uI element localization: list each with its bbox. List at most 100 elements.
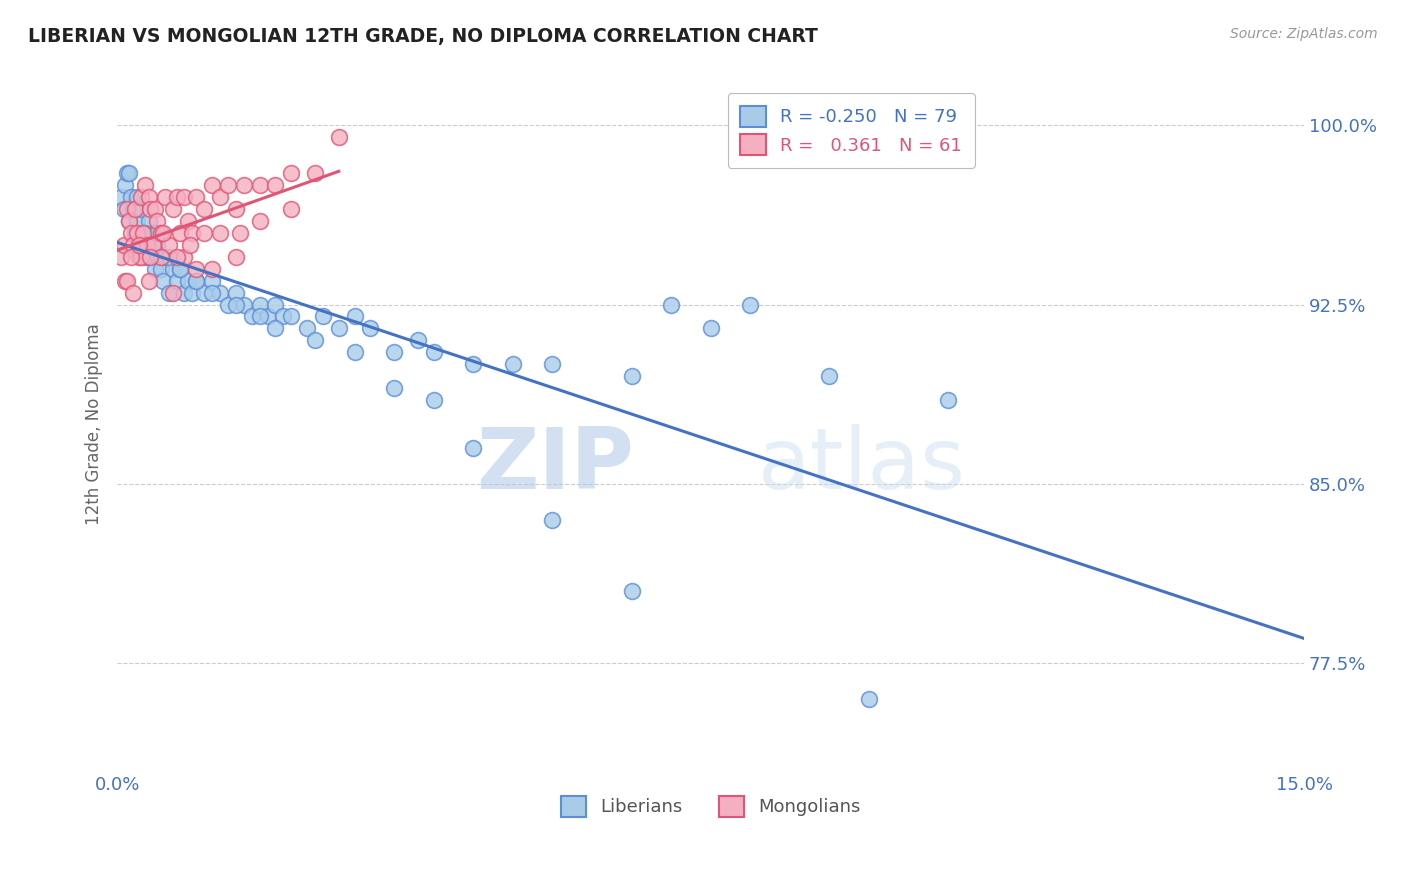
Point [201,261,224,276]
Point [422,393,444,408]
Point [201,285,224,300]
Point [129,250,152,264]
Point [541,513,564,527]
Point [177,214,200,228]
Point [145,237,167,252]
Point [110,250,132,264]
Point [280,202,302,216]
Point [209,285,232,300]
Point [112,202,135,216]
Point [280,310,302,324]
Point [136,237,159,252]
Point [193,202,215,216]
Point [128,237,150,252]
Point [620,369,643,384]
Point [382,381,405,395]
Point [128,250,150,264]
Point [209,190,232,204]
Point [328,130,350,145]
Point [153,190,176,204]
Point [138,274,160,288]
Point [382,345,405,359]
Point [232,178,254,192]
Point [256,310,278,324]
Point [142,226,165,240]
Point [304,334,326,348]
Point [193,226,215,240]
Text: Source: ZipAtlas.com: Source: ZipAtlas.com [1230,27,1378,41]
Point [124,226,146,240]
Point [249,178,271,192]
Point [209,226,232,240]
Point [120,250,142,264]
Point [193,285,215,300]
Point [115,274,138,288]
Point [169,261,191,276]
Point [120,190,142,204]
Point [225,297,247,311]
Point [134,250,156,264]
Point [936,393,959,408]
Point [162,285,184,300]
Point [125,190,148,204]
Point [143,261,166,276]
Point [818,369,841,384]
Point [173,285,195,300]
Point [153,250,176,264]
Point [295,321,318,335]
Point [249,214,271,228]
Point [166,274,188,288]
Point [264,297,287,311]
Point [463,357,485,371]
Point [541,357,564,371]
Point [343,310,366,324]
Point [148,250,170,264]
Point [179,237,201,252]
Point [229,226,252,240]
Point [620,584,643,599]
Point [343,345,366,359]
Point [240,310,263,324]
Point [280,166,302,180]
Point [166,190,188,204]
Point [139,202,162,216]
Point [128,237,150,252]
Point [201,178,224,192]
Point [312,310,335,324]
Point [186,274,208,288]
Point [136,237,159,252]
Point [186,274,208,288]
Point [162,261,184,276]
Point [173,250,195,264]
Point [152,226,174,240]
Point [264,178,287,192]
Point [422,345,444,359]
Point [217,297,239,311]
Point [157,250,180,264]
Text: ZIP: ZIP [475,425,634,508]
Point [138,214,160,228]
Point [173,190,195,204]
Point [273,310,295,324]
Point [131,226,153,240]
Point [129,202,152,216]
Point [139,250,162,264]
Point [232,297,254,311]
Point [162,202,184,216]
Point [118,166,141,180]
Point [659,297,682,311]
Point [225,202,247,216]
Point [304,166,326,180]
Point [149,250,172,264]
Point [249,310,271,324]
Point [406,334,429,348]
Point [125,214,148,228]
Point [359,321,381,335]
Point [138,190,160,204]
Y-axis label: 12th Grade, No Diploma: 12th Grade, No Diploma [86,323,103,524]
Point [120,226,142,240]
Point [142,237,165,252]
Point [740,297,762,311]
Point [186,190,208,204]
Point [463,441,485,455]
